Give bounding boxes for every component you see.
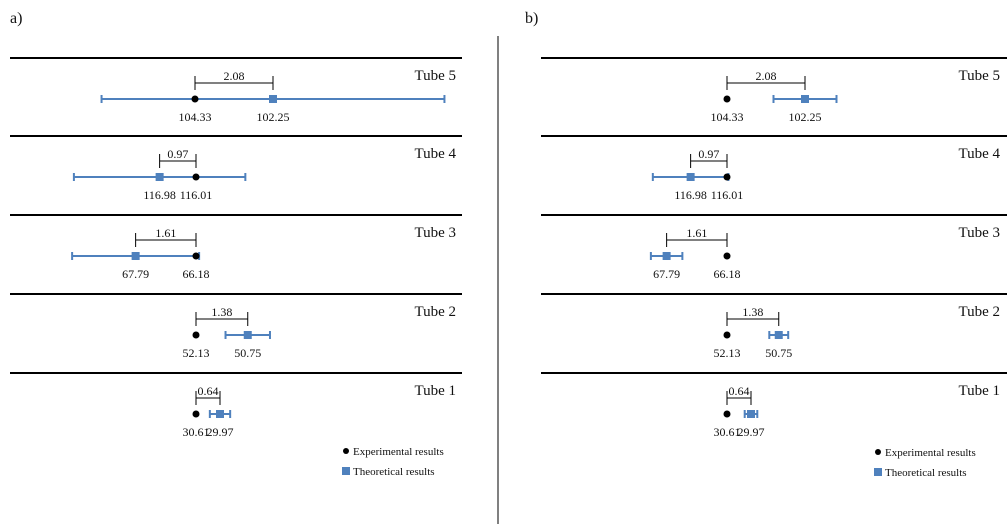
experimental-value-label: 30.61 [714, 425, 741, 439]
experimental-value-label: 30.61 [183, 425, 210, 439]
experimental-point [723, 95, 731, 103]
row-tube-5: Tube 5 2.08 104.33 102.25 [10, 57, 462, 124]
legend-experimental-label: Experimental results [885, 447, 976, 459]
difference-label: 2.08 [224, 69, 245, 83]
theoretical-point [131, 252, 140, 260]
panel-a: a) Tube 5 2.08 104.33 102.25 Tube 4 0.97 116.01… [10, 10, 462, 478]
legend: Experimental results Theoretical results [342, 446, 444, 478]
experimental-point [723, 173, 731, 181]
difference-label: 0.97 [167, 147, 188, 161]
panel-label: b) [525, 10, 538, 27]
tube-label: Tube 1 [414, 383, 456, 399]
difference-bracket: 1.61 [666, 226, 728, 247]
experimental-point [191, 95, 199, 103]
difference-label: 0.97 [698, 147, 719, 161]
row-tube-3: Tube 3 1.61 66.18 67.79 [10, 214, 462, 281]
theoretical-point [662, 252, 671, 260]
tube-label: Tube 1 [958, 383, 1000, 399]
row-tube-3: Tube 3 1.61 66.18 67.79 [541, 214, 1007, 281]
theoretical-point [243, 331, 252, 339]
row-tube-5: Tube 5 2.08 104.33 102.25 [541, 57, 1007, 124]
row-tube-4: Tube 4 0.97 116.01 116.98 [541, 135, 1007, 202]
difference-bracket: 0.64 [726, 384, 752, 405]
experimental-point [723, 331, 731, 339]
experimental-point [192, 331, 200, 339]
tube-label: Tube 3 [958, 225, 1000, 241]
theoretical-value-label: 116.98 [143, 188, 176, 202]
tube-label: Tube 5 [958, 68, 1000, 84]
difference-bracket: 0.97 [690, 147, 728, 168]
theoretical-point [216, 410, 224, 418]
theoretical-value-label: 67.79 [122, 267, 149, 281]
legend: Experimental results Theoretical results [874, 447, 976, 479]
difference-bracket: 0.97 [159, 147, 197, 168]
difference-bracket: 2.08 [194, 69, 274, 90]
difference-label: 1.38 [742, 305, 763, 319]
legend-theoretical-marker [874, 468, 882, 476]
legend-theoretical-label: Theoretical results [885, 467, 967, 479]
row-tube-2: Tube 2 1.38 52.13 50.75 [10, 293, 462, 360]
experimental-point [192, 252, 200, 260]
difference-bracket: 0.64 [195, 384, 221, 405]
experimental-point [723, 252, 731, 260]
experimental-value-label: 116.01 [180, 188, 213, 202]
tube-label: Tube 3 [414, 225, 456, 241]
theoretical-value-label: 102.25 [257, 110, 290, 124]
experimental-point [723, 410, 731, 418]
panel-b: b) Tube 5 2.08 104.33 102.25 Tube 4 0.97 116.01… [525, 10, 1007, 479]
theoretical-point [155, 173, 164, 181]
experimental-value-label: 52.13 [714, 346, 741, 360]
legend-experimental-marker [343, 448, 349, 454]
difference-label: 0.64 [198, 384, 219, 398]
legend-experimental-marker [875, 449, 881, 455]
experimental-value-label: 116.01 [711, 188, 744, 202]
tube-label: Tube 2 [958, 304, 1000, 320]
theoretical-value-label: 29.97 [207, 425, 234, 439]
tube-label: Tube 4 [958, 146, 1000, 162]
difference-bracket: 1.38 [195, 305, 249, 326]
difference-label: 1.61 [686, 226, 707, 240]
theoretical-value-label: 116.98 [674, 188, 707, 202]
difference-label: 2.08 [756, 69, 777, 83]
theoretical-value-label: 29.97 [738, 425, 765, 439]
experimental-value-label: 104.33 [711, 110, 744, 124]
legend-theoretical-label: Theoretical results [353, 466, 435, 478]
theoretical-point [686, 173, 695, 181]
experimental-value-label: 104.33 [179, 110, 212, 124]
row-tube-2: Tube 2 1.38 52.13 50.75 [541, 293, 1007, 360]
difference-bracket: 1.38 [726, 305, 780, 326]
theoretical-value-label: 50.75 [765, 346, 792, 360]
experimental-point [192, 410, 200, 418]
difference-bracket: 1.61 [135, 226, 197, 247]
theoretical-value-label: 102.25 [789, 110, 822, 124]
difference-bracket: 2.08 [726, 69, 806, 90]
theoretical-point [801, 95, 809, 103]
tube-label: Tube 4 [414, 146, 456, 162]
theoretical-point [747, 410, 755, 418]
experimental-point [192, 173, 200, 181]
tube-label: Tube 5 [414, 68, 456, 84]
legend-theoretical-marker [342, 467, 350, 475]
tube-label: Tube 2 [414, 304, 456, 320]
theoretical-point [269, 95, 277, 103]
row-tube-4: Tube 4 0.97 116.01 116.98 [10, 135, 462, 202]
theoretical-point [774, 331, 783, 339]
legend-experimental-label: Experimental results [353, 446, 444, 458]
theoretical-value-label: 67.79 [653, 267, 680, 281]
difference-label: 0.64 [729, 384, 750, 398]
experimental-value-label: 66.18 [183, 267, 210, 281]
difference-label: 1.38 [211, 305, 232, 319]
difference-label: 1.61 [155, 226, 176, 240]
theoretical-value-label: 50.75 [234, 346, 261, 360]
experimental-value-label: 52.13 [183, 346, 210, 360]
panel-label: a) [10, 10, 22, 27]
experimental-value-label: 66.18 [714, 267, 741, 281]
